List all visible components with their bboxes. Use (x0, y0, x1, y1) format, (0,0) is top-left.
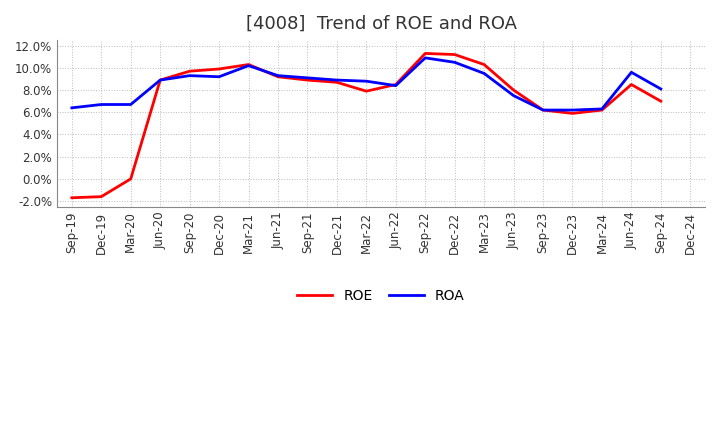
ROA (598, 106, 606, 112)
ROE (627, 82, 636, 87)
ROA (185, 73, 194, 78)
ROE (392, 82, 400, 87)
ROE (657, 99, 665, 104)
ROA (568, 107, 577, 113)
ROE (97, 194, 106, 199)
ROA (539, 107, 547, 113)
ROE (156, 77, 164, 83)
ROA (657, 86, 665, 92)
ROE (244, 62, 253, 67)
ROA (68, 105, 76, 110)
ROE (215, 66, 223, 72)
ROA (421, 55, 430, 61)
ROE (185, 69, 194, 74)
ROE (450, 52, 459, 57)
ROA (392, 83, 400, 88)
ROE (480, 62, 488, 67)
ROA (480, 71, 488, 76)
ROA (333, 77, 341, 83)
Title: [4008]  Trend of ROE and ROA: [4008] Trend of ROE and ROA (246, 15, 516, 33)
ROA (627, 70, 636, 75)
ROA (362, 79, 371, 84)
Line: ROE: ROE (72, 53, 661, 198)
ROA (450, 60, 459, 65)
ROE (303, 77, 312, 83)
ROE (127, 176, 135, 182)
ROA (127, 102, 135, 107)
ROE (362, 88, 371, 94)
ROE (333, 80, 341, 85)
ROE (68, 195, 76, 200)
ROE (274, 74, 282, 79)
Line: ROA: ROA (72, 58, 661, 110)
ROE (539, 107, 547, 113)
ROA (215, 74, 223, 79)
ROE (568, 111, 577, 116)
ROE (598, 107, 606, 113)
Legend: ROE, ROA: ROE, ROA (292, 283, 470, 308)
ROA (156, 77, 164, 83)
ROA (244, 63, 253, 68)
ROA (509, 93, 518, 98)
ROE (421, 51, 430, 56)
ROA (303, 75, 312, 81)
ROA (97, 102, 106, 107)
ROE (509, 88, 518, 93)
ROA (274, 73, 282, 78)
